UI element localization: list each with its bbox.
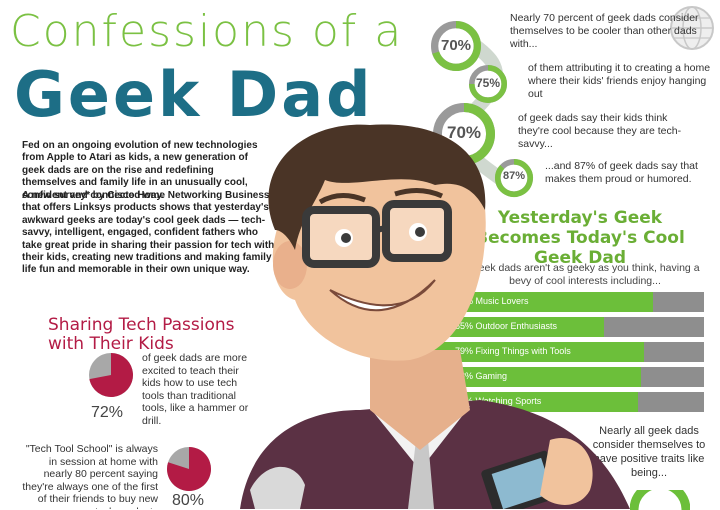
traits-text: Nearly all geek dads consider themselves… [592, 425, 706, 479]
stat-percent-2: 75% [475, 76, 501, 90]
stat-text-4: ...and 87% of geek dads say that makes t… [545, 160, 698, 185]
interest-bar-remainder [644, 342, 704, 362]
stat-donut-fill [432, 21, 481, 71]
sharing-pie-1 [89, 353, 134, 397]
stat-text-3: of geek dads say their kids think they'r… [518, 112, 682, 150]
stat-donut-1 [430, 20, 482, 72]
stat-donut-2 [468, 64, 508, 104]
interest-bar-remainder [652, 292, 704, 312]
stat-text-1: Nearly 70 percent of geek dads consider … [510, 12, 699, 50]
traits-donut [630, 490, 690, 510]
stat-text-2: of them attributing it to creating a hom… [528, 62, 711, 100]
interest-bar-remainder [641, 367, 704, 387]
interest-bar-label: 78% Gaming [455, 371, 508, 381]
stat-percent-4: 87% [502, 170, 526, 182]
interest-bar: 82% Music Lovers [419, 292, 704, 312]
interest-bar-label: 65% Outdoor Enthusiasts [455, 321, 558, 331]
title-line-2: Geek Dad [14, 58, 374, 131]
interests-heading: Yesterday's Geek Becomes Today's Cool Ge… [475, 208, 685, 268]
interests-subheading: Geek dads aren't as geeky as you think, … [470, 262, 700, 287]
interest-bar-label: 77% Watching Sports [455, 396, 542, 406]
intro-paragraph-2: A new survey* by Cisco Home Networking B… [22, 190, 275, 276]
title-line-1: Confessions of a [10, 6, 404, 57]
stat-donut-fill [469, 65, 507, 103]
interest-bar: 78% Gaming [419, 367, 704, 387]
interest-bar-label: 79% Fixing Things with Tools [455, 346, 571, 356]
geek-dad-illustration [240, 124, 630, 509]
sharing-pie-2-percent: 80% [172, 492, 205, 509]
interest-bar: 79% Fixing Things with Tools [419, 342, 704, 362]
interest-bar: 65% Outdoor Enthusiasts [419, 317, 704, 337]
sharing-pie-2 [167, 447, 212, 491]
interest-bar-remainder [604, 317, 704, 337]
interest-bar-label: 82% Music Lovers [455, 296, 529, 306]
stat-donut-4 [494, 158, 534, 198]
tech-tool-school-text: "Tech Tool School" is always in session … [22, 443, 158, 509]
stat-donut-fill [495, 159, 533, 197]
stat-percent-3: 70% [446, 123, 482, 142]
stat-percent-1: 70% [440, 37, 472, 54]
globe-icon [670, 6, 714, 50]
sharing-pie-1-text: of geek dads are more excited to teach t… [142, 352, 249, 427]
pie-slice [167, 447, 212, 491]
intro-paragraph-1: Fed on an ongoing evolution of new techn… [22, 140, 258, 201]
sharing-pie-1-percent: 72% [91, 404, 124, 421]
interest-bar-remainder [638, 392, 704, 412]
pie-slice [89, 353, 134, 397]
sharing-heading: Sharing Tech Passions with Their Kids [48, 315, 235, 354]
